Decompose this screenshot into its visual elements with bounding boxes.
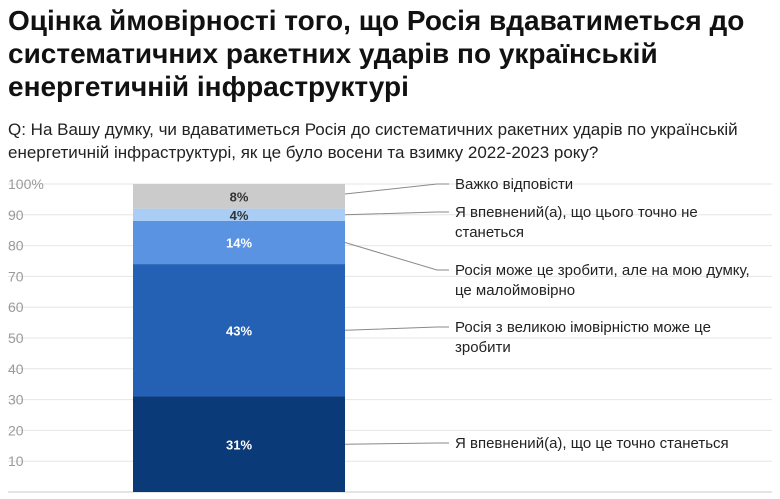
bar-segment xyxy=(133,396,345,492)
leader-line xyxy=(344,211,449,216)
legend-label: станеться xyxy=(455,224,524,241)
bar-segment xyxy=(133,184,345,209)
leader-line xyxy=(344,242,449,271)
y-tick-label: 80 xyxy=(8,238,24,254)
legend-label: Важко відповісти xyxy=(455,176,573,193)
chart-question: Q: На Вашу думку, чи вдаватиметься Росія… xyxy=(8,120,738,162)
legend-label: Росія з великою імовірністю може це xyxy=(455,319,711,336)
bar-segment xyxy=(133,264,345,397)
y-tick-label: 10 xyxy=(8,453,24,469)
leader-line xyxy=(344,183,449,195)
y-tick-label: 70 xyxy=(8,268,24,284)
y-tick-label: 60 xyxy=(8,299,24,315)
y-tick-label: 40 xyxy=(8,361,24,377)
leader-line xyxy=(344,442,449,445)
legend-label: зробити xyxy=(455,339,511,356)
legend-label: Росія може це зробити, але на мою думку, xyxy=(455,262,750,279)
y-tick-label: 20 xyxy=(8,422,24,438)
data-label: 43% xyxy=(226,323,252,338)
y-tick-label: 50 xyxy=(8,330,24,346)
chart-title: Оцінка ймовірності того, що Росія вдават… xyxy=(8,5,745,102)
legend-label: Я впевнений(а), що цього точно не xyxy=(455,204,698,221)
data-label: 31% xyxy=(226,437,252,452)
legend-label: це малоймовірно xyxy=(455,282,575,299)
y-tick-label: 100% xyxy=(8,176,44,192)
y-tick-label: 90 xyxy=(8,207,24,223)
legend-label: Я впевнений(а), що це точно станеться xyxy=(455,435,729,452)
data-label: 14% xyxy=(226,236,252,251)
y-tick-label: 30 xyxy=(8,392,24,408)
data-label: 4% xyxy=(230,208,249,223)
bar-segment xyxy=(133,220,345,265)
data-label: 8% xyxy=(230,189,249,204)
leader-line xyxy=(344,326,449,331)
bar-segment xyxy=(133,208,345,221)
